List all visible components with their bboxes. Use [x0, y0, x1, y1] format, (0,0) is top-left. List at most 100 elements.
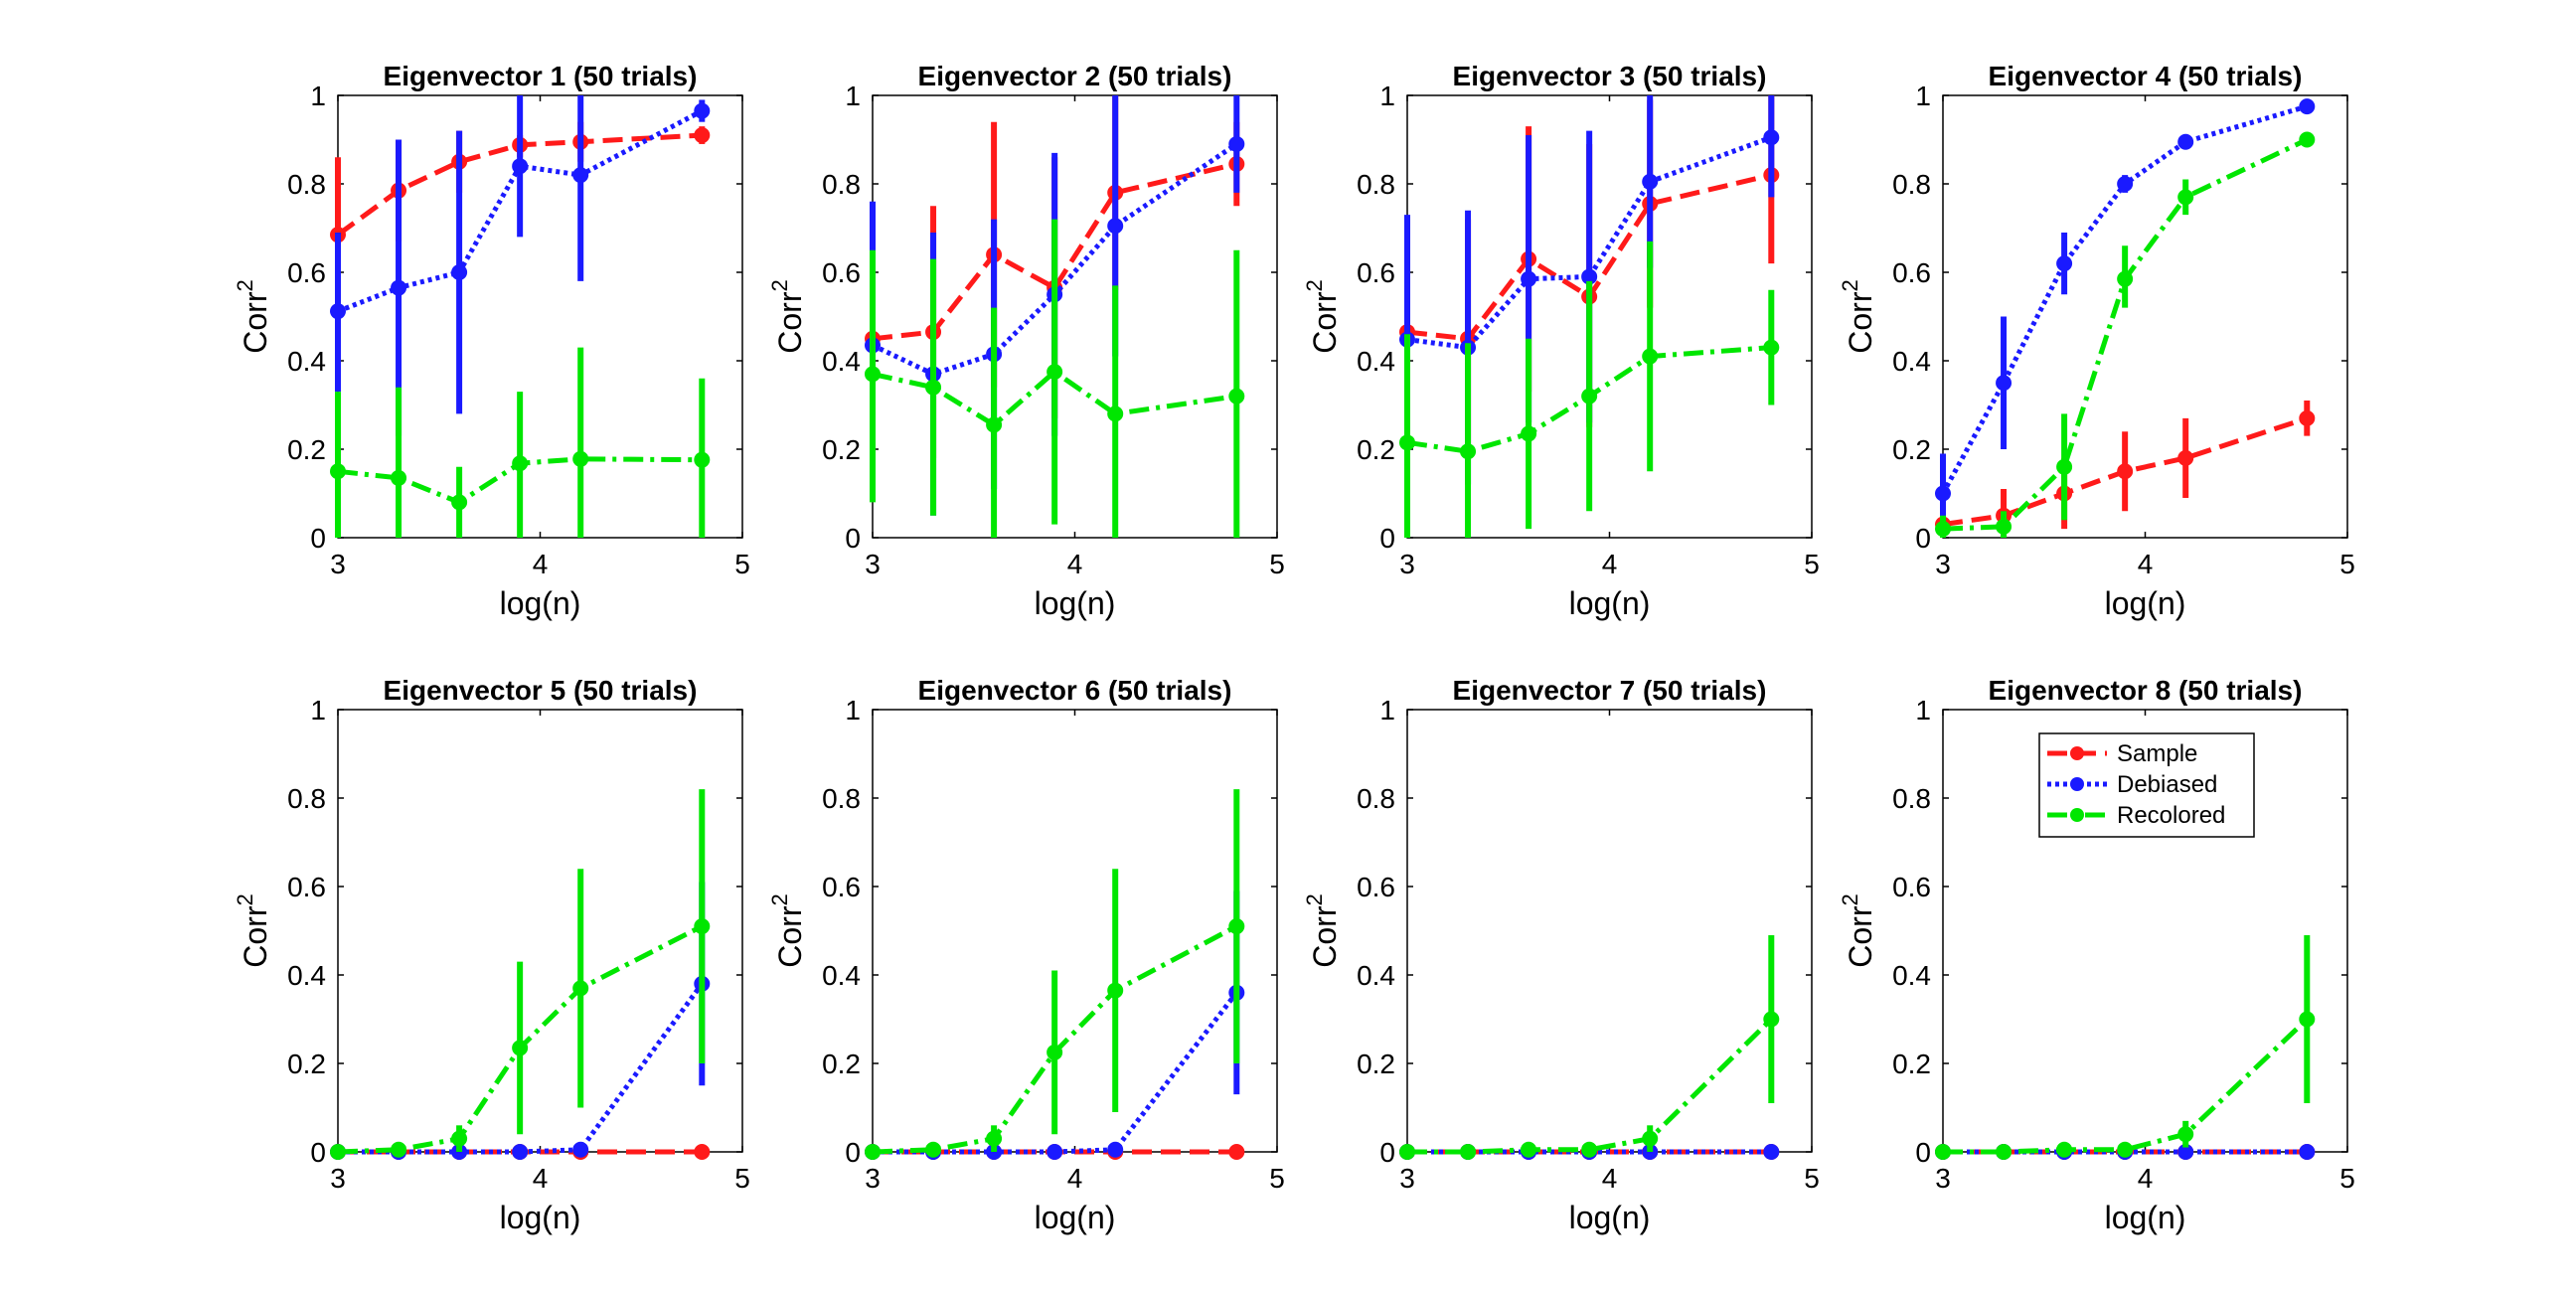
y-axis-label-superscript: 2: [1838, 279, 1862, 291]
series-line-debiased: [337, 108, 704, 314]
data-point-recolored: [986, 1130, 1003, 1147]
y-tick-label: 0: [1379, 523, 1395, 554]
y-axis-label-superscript: 2: [767, 893, 792, 905]
data-point-debiased: [1521, 270, 1537, 287]
series-recolored: [1935, 934, 2316, 1160]
data-point-recolored: [986, 416, 1003, 433]
y-tick-label: 0.4: [287, 346, 326, 377]
x-tick-label: 3: [865, 1163, 881, 1194]
x-tick-label: 3: [1399, 549, 1415, 579]
data-point-recolored: [1399, 1144, 1415, 1160]
y-tick-label: 0.8: [822, 169, 861, 200]
data-point-debiased: [512, 1144, 529, 1160]
series-line-recolored: [1406, 345, 1772, 454]
data-point-recolored: [1996, 1144, 2012, 1160]
data-point-recolored: [1460, 1144, 1477, 1160]
y-tick-label: 0.6: [1357, 872, 1395, 902]
x-tick-label: 4: [1067, 549, 1083, 579]
data-point-recolored: [1935, 1144, 1951, 1160]
axes-box: [1406, 709, 1813, 1153]
x-tick-label: 4: [1602, 1163, 1618, 1194]
data-point-recolored: [694, 451, 711, 468]
data-point-recolored: [1228, 918, 1245, 935]
y-tick-label: 0.6: [1357, 257, 1395, 288]
data-point-recolored: [2299, 131, 2316, 148]
data-point-recolored: [1399, 434, 1415, 451]
y-tick-label: 1: [845, 81, 861, 111]
data-point-debiased: [330, 303, 346, 320]
y-axis-label: Corr2: [233, 279, 273, 353]
data-point-recolored: [1996, 518, 2012, 535]
series-recolored: [865, 789, 1245, 1160]
y-tick-label: 0.4: [1357, 346, 1395, 377]
series-debiased: [1935, 98, 2316, 521]
y-tick-label: 0: [845, 1137, 861, 1168]
y-tick-label: 0.4: [1357, 960, 1395, 991]
subplot-8: Eigenvector 8 (50 trials) 0 0.2 0.4 0.6 0.8 1 3…: [1838, 675, 2355, 1235]
y-tick-label: 0.2: [822, 434, 861, 465]
legend-label-debiased: Debiased: [2117, 771, 2217, 798]
data-point-recolored: [1521, 1141, 1537, 1158]
y-tick-label: 0.6: [287, 872, 326, 902]
data-point-recolored: [451, 494, 468, 511]
y-axis-label: Corr2: [1838, 893, 1878, 967]
data-point-debiased: [1996, 375, 2012, 392]
y-axis-label: Corr2: [1838, 279, 1878, 353]
subplot-5: Eigenvector 5 (50 trials) 0 0.2 0.4 0.6 0.8 1 3…: [233, 675, 750, 1235]
y-tick-label: 0.2: [287, 434, 326, 465]
data-point-recolored: [865, 366, 881, 383]
x-tick-label: 5: [734, 549, 750, 579]
y-axis-label-superscript: 2: [1302, 279, 1327, 291]
series-line-recolored: [337, 456, 703, 505]
data-point-recolored: [925, 1141, 942, 1158]
data-point-recolored: [391, 469, 407, 486]
y-tick-label: 0.8: [1892, 783, 1931, 814]
y-tick-label: 0.4: [1892, 346, 1931, 377]
x-axis-label: log(n): [2105, 585, 2186, 621]
x-tick-label: 3: [1399, 1163, 1415, 1194]
y-axis-label-superscript: 2: [233, 893, 257, 905]
y-tick-label: 0.8: [287, 783, 326, 814]
legend-label-sample: Sample: [2117, 740, 2197, 767]
y-tick-label: 0.4: [822, 960, 861, 991]
x-tick-label: 5: [2339, 1163, 2355, 1194]
y-tick-label: 0.8: [822, 783, 861, 814]
x-tick-label: 4: [1602, 549, 1618, 579]
series-line-recolored: [872, 369, 1237, 427]
y-axis-label-superscript: 2: [233, 279, 257, 291]
x-axis-label: log(n): [1569, 585, 1651, 621]
axes-box: [872, 709, 1278, 1153]
data-point-sample: [2177, 449, 2194, 466]
data-point-recolored: [330, 1144, 346, 1160]
data-point-recolored: [512, 1040, 529, 1056]
y-tick-label: 0: [310, 523, 326, 554]
x-tick-label: 3: [330, 549, 346, 579]
legend: Sample Debiased Recolored: [2038, 732, 2255, 838]
x-tick-label: 5: [2339, 549, 2355, 579]
x-axis-label: log(n): [500, 585, 581, 621]
series-line-recolored: [872, 923, 1238, 1155]
y-tick-label: 0: [1915, 523, 1931, 554]
y-axis-label: Corr2: [767, 279, 808, 353]
series-line-sample: [336, 132, 703, 238]
series-recolored: [865, 219, 1245, 538]
data-point-recolored: [1046, 364, 1063, 381]
y-tick-label: 0.2: [1357, 434, 1395, 465]
data-point-recolored: [925, 379, 942, 396]
x-tick-label: 4: [1067, 1163, 1083, 1194]
x-axis-label: log(n): [1569, 1200, 1651, 1235]
series-line-recolored: [1942, 137, 2309, 532]
y-axis-label: Corr2: [1302, 279, 1343, 353]
y-tick-label: 0.6: [287, 257, 326, 288]
x-tick-label: 3: [1935, 1163, 1951, 1194]
y-tick-label: 0.4: [1892, 960, 1931, 991]
data-point-recolored: [512, 455, 529, 472]
plot-title: Eigenvector 3 (50 trials): [1453, 61, 1767, 91]
data-point-recolored: [1046, 1044, 1063, 1060]
y-tick-label: 0: [1915, 1137, 1931, 1168]
data-point-sample: [694, 1144, 711, 1160]
y-tick-label: 0.4: [287, 960, 326, 991]
series-debiased: [330, 95, 711, 436]
